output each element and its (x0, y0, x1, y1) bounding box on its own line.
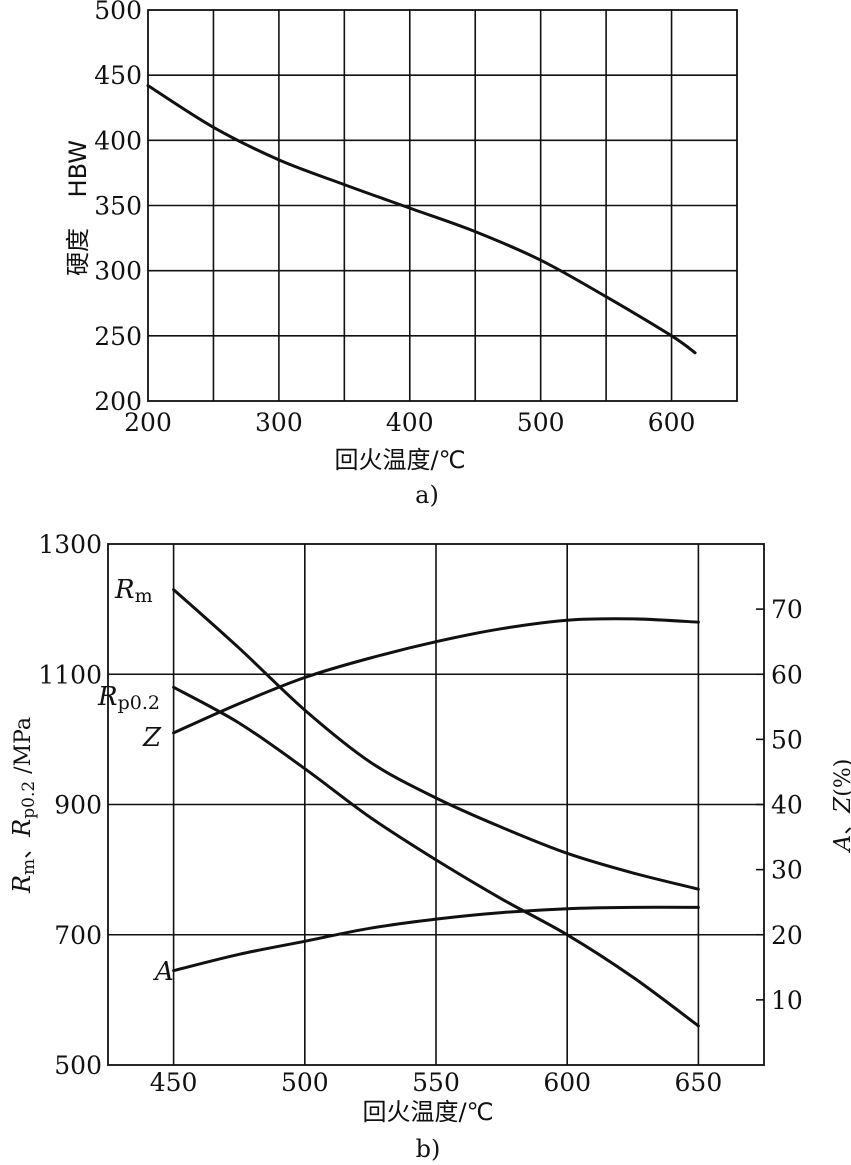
chart-b-x-tick-label: 600 (543, 1068, 591, 1097)
chart-b-x-tick-label: 500 (281, 1068, 329, 1097)
chart-b-left-y-ticks: 500 700 900 1100 1300 (38, 530, 102, 1080)
chart-a-x-ticks: 200 300 400 500 600 (124, 408, 695, 437)
chart-a-grid (147, 9, 738, 402)
series-label-a: A (153, 957, 174, 987)
chart-a-x-tick-label: 200 (124, 408, 172, 437)
series-label-rp02: Rp0.2 (97, 682, 160, 714)
chart-b-right-y-tick-label: 30 (771, 856, 803, 885)
chart-a-x-tick-label: 600 (648, 408, 696, 437)
chart-a-y-tick-label: 400 (94, 126, 142, 155)
hardness-curve (146, 84, 697, 355)
chart-a-caption: a) (415, 481, 439, 509)
series-label-rm: Rm (114, 575, 153, 607)
chart-b-left-y-tick-label: 500 (54, 1051, 102, 1080)
chart-b-grid (107, 543, 765, 1066)
chart-a-plot-frame (147, 9, 738, 402)
chart-b-curves (172, 588, 700, 1028)
chart-b-left-y-tick-label: 900 (54, 791, 102, 820)
curve-rm (172, 588, 700, 891)
chart-a-x-tick-label: 500 (517, 408, 565, 437)
chart-a-y-axis-label: 硬度 HBW (64, 140, 92, 276)
curve-a (172, 905, 700, 973)
chart-b-right-y-tick-label: 40 (771, 791, 803, 820)
chart-b: 450 500 550 600 650 500 700 900 1100 1300 10 20 30… (8, 530, 851, 1163)
curve-rp02 (172, 685, 700, 1028)
chart-b-x-axis-label: 回火温度/℃ (362, 1098, 493, 1126)
chart-b-left-y-tick-label: 1300 (38, 530, 102, 559)
curve-z (172, 617, 700, 735)
chart-a-y-ticks: 200 250 300 350 400 450 500 (94, 0, 142, 416)
chart-b-x-tick-label: 550 (412, 1068, 460, 1097)
chart-b-right-y-tick-label: 20 (771, 921, 803, 950)
chart-a-y-tick-label: 350 (94, 192, 142, 221)
chart-b-right-y-tick-label: 70 (771, 595, 803, 624)
chart-a-y-tick-label: 500 (94, 0, 142, 25)
chart-b-left-y-tick-label: 1100 (38, 660, 102, 689)
chart-b-right-y-tick-label: 50 (771, 725, 803, 754)
chart-b-right-y-axis-label: A、Z(%) (830, 759, 851, 854)
chart-b-x-ticks: 450 500 550 600 650 (150, 1068, 723, 1097)
chart-a-y-tick-label: 200 (94, 387, 142, 416)
chart-a-x-tick-label: 300 (255, 408, 303, 437)
chart-b-left-y-tick-label: 700 (54, 921, 102, 950)
series-label-z: Z (142, 723, 162, 753)
chart-b-x-tick-label: 450 (150, 1068, 198, 1097)
chart-b-right-y-tick-label: 60 (771, 660, 803, 689)
chart-b-x-tick-label: 650 (675, 1068, 723, 1097)
chart-a: 200 300 400 500 600 200 250 300 350 400 450 500 回火… (64, 0, 738, 509)
chart-b-right-y-ticks: 10 20 30 40 50 60 70 (771, 595, 803, 1015)
chart-a-y-tick-label: 450 (94, 61, 142, 90)
chart-b-caption: b) (416, 1135, 441, 1163)
chart-a-y-tick-label: 300 (94, 257, 142, 286)
chart-b-right-y-tick-label: 10 (771, 986, 803, 1015)
chart-a-x-tick-label: 400 (386, 408, 434, 437)
chart-a-y-tick-label: 250 (94, 322, 142, 351)
chart-a-x-axis-label: 回火温度/℃ (334, 446, 465, 474)
chart-b-left-y-axis-label: Rm、Rp0.2 /MPa (8, 717, 39, 894)
